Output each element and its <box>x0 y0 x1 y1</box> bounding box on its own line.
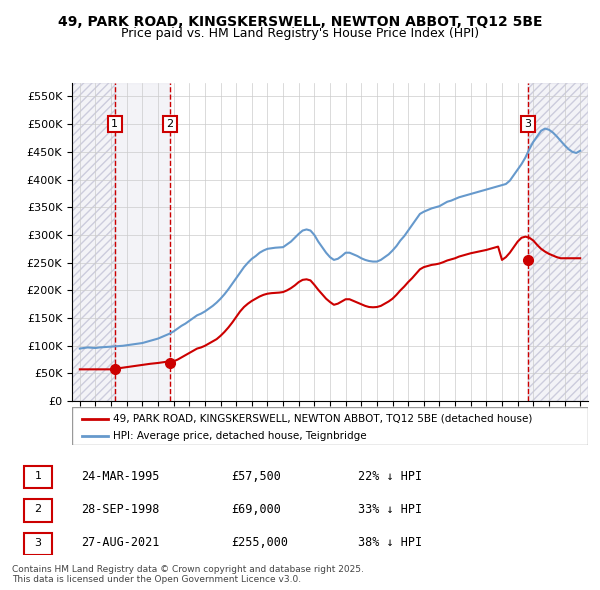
Text: 1: 1 <box>111 119 118 129</box>
Text: 33% ↓ HPI: 33% ↓ HPI <box>358 503 422 516</box>
Text: 2: 2 <box>166 119 173 129</box>
Bar <box>72 83 115 401</box>
Text: 49, PARK ROAD, KINGSKERSWELL, NEWTON ABBOT, TQ12 5BE: 49, PARK ROAD, KINGSKERSWELL, NEWTON ABB… <box>58 15 542 29</box>
Bar <box>170 83 528 401</box>
Text: 28-SEP-1998: 28-SEP-1998 <box>81 503 160 516</box>
Text: 38% ↓ HPI: 38% ↓ HPI <box>358 536 422 549</box>
Text: 49, PARK ROAD, KINGSKERSWELL, NEWTON ABBOT, TQ12 5BE (detached house): 49, PARK ROAD, KINGSKERSWELL, NEWTON ABB… <box>113 414 533 424</box>
FancyBboxPatch shape <box>23 466 52 489</box>
Bar <box>528 83 588 401</box>
Bar <box>528 83 588 401</box>
Text: 27-AUG-2021: 27-AUG-2021 <box>81 536 160 549</box>
Text: 24-MAR-1995: 24-MAR-1995 <box>81 470 160 483</box>
Text: HPI: Average price, detached house, Teignbridge: HPI: Average price, detached house, Teig… <box>113 431 367 441</box>
Bar <box>115 83 170 401</box>
FancyBboxPatch shape <box>23 533 52 555</box>
Text: Contains HM Land Registry data © Crown copyright and database right 2025.
This d: Contains HM Land Registry data © Crown c… <box>12 565 364 584</box>
Text: 2: 2 <box>34 504 41 514</box>
Text: £57,500: £57,500 <box>231 470 281 483</box>
Text: 3: 3 <box>524 119 532 129</box>
Text: £69,000: £69,000 <box>231 503 281 516</box>
Text: 22% ↓ HPI: 22% ↓ HPI <box>358 470 422 483</box>
FancyBboxPatch shape <box>72 407 588 445</box>
Text: 1: 1 <box>34 471 41 481</box>
Bar <box>72 83 115 401</box>
Text: Price paid vs. HM Land Registry's House Price Index (HPI): Price paid vs. HM Land Registry's House … <box>121 27 479 40</box>
Text: 3: 3 <box>34 537 41 548</box>
Text: £255,000: £255,000 <box>231 536 288 549</box>
FancyBboxPatch shape <box>23 499 52 522</box>
